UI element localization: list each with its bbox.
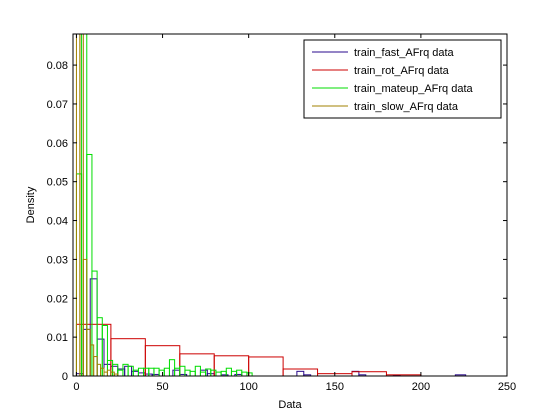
y-tick-label-1: 0.01	[47, 332, 68, 344]
legend-label-3: train_slow_AFrq data	[354, 101, 459, 113]
x-tick-label-5: 250	[498, 381, 516, 393]
y-tick-label-8: 0.08	[47, 60, 68, 72]
y-tick-label-5: 0.05	[47, 177, 68, 189]
y-tick-label-2: 0.02	[47, 293, 68, 305]
legend-label-1: train_rot_AFrq data	[354, 65, 450, 77]
axes-frame	[72, 33, 508, 377]
axis-ticks: 0 50 100 150 200 250 0 0.01 0.02 0.03 0.04 0.05 0.06…	[47, 34, 516, 393]
y-tick-label-4: 0.04	[47, 216, 68, 228]
x-tick-label-2: 100	[239, 381, 257, 393]
x-tick-label-0: 0	[73, 381, 79, 393]
y-tick-label-3: 0.03	[47, 254, 68, 266]
y-tick-label-7: 0.07	[47, 99, 68, 111]
x-tick-label-3: 150	[326, 381, 344, 393]
legend-label-0: train_fast_AFrq data	[354, 47, 455, 59]
x-tick-label-1: 50	[156, 381, 168, 393]
y-tick-label-6: 0.06	[47, 138, 68, 150]
y-tick-label-0: 0	[62, 371, 68, 383]
legend-label-2: train_mateup_AFrq data	[354, 83, 474, 95]
legend-box	[303, 39, 502, 119]
y-axis-label: Density	[25, 186, 37, 223]
legend: train_fast_AFrq data train_rot_AFrq data t…	[303, 39, 502, 119]
x-tick-label-4: 200	[412, 381, 430, 393]
x-axis-label: Data	[278, 399, 302, 411]
